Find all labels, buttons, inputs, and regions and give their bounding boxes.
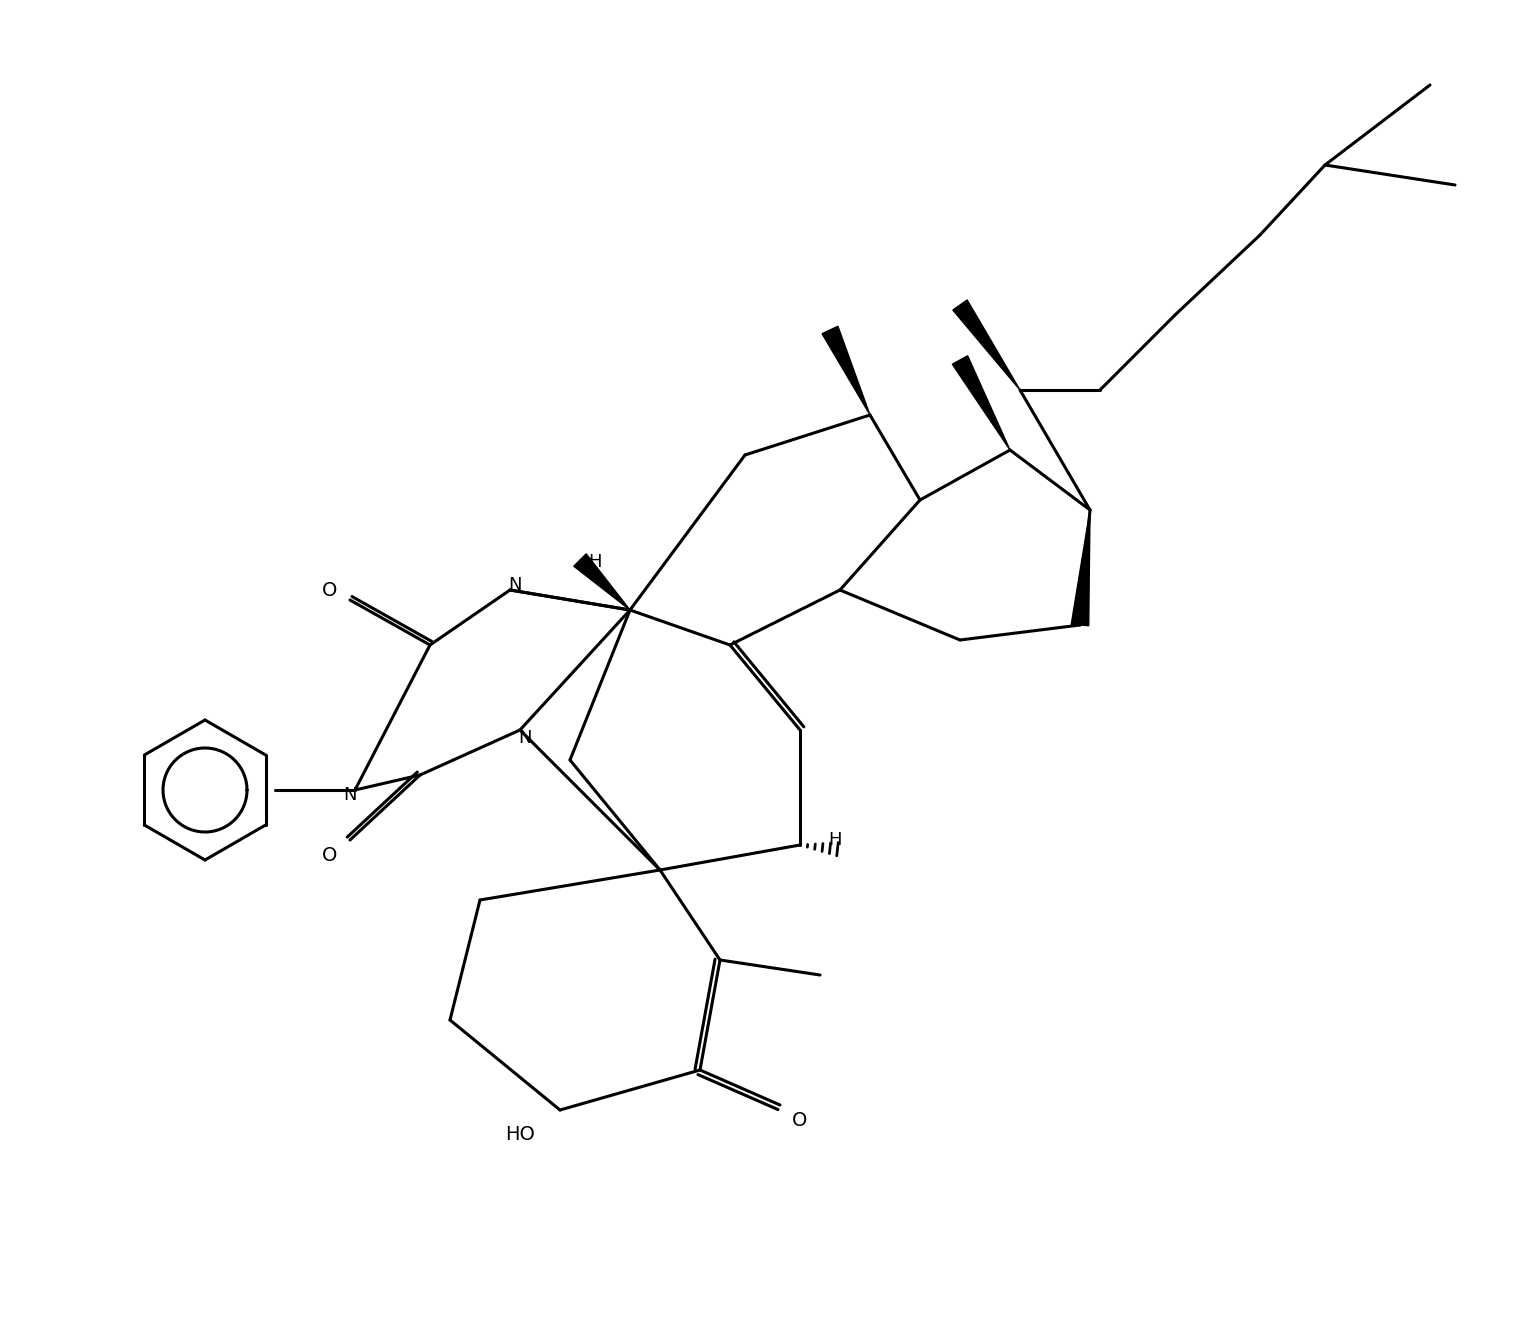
Text: H: H	[589, 553, 601, 571]
Text: N: N	[344, 786, 357, 804]
Text: N: N	[509, 576, 522, 594]
Polygon shape	[822, 326, 871, 414]
Text: N: N	[518, 730, 531, 747]
Text: H: H	[828, 831, 842, 849]
Text: HO: HO	[506, 1125, 534, 1144]
Polygon shape	[574, 553, 630, 610]
Polygon shape	[1072, 510, 1090, 626]
Text: O: O	[322, 846, 338, 865]
Polygon shape	[952, 301, 1020, 391]
Polygon shape	[952, 356, 1010, 450]
Text: O: O	[322, 580, 338, 600]
Text: O: O	[792, 1111, 807, 1129]
